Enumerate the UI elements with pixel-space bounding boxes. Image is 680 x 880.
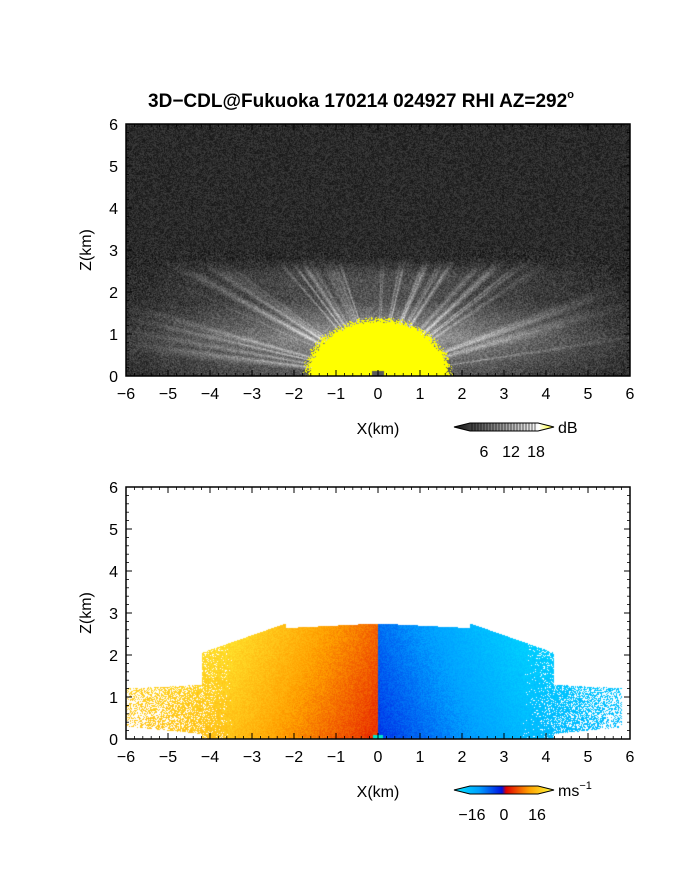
reflectivity-colorbar-tick-18: 18	[527, 444, 545, 461]
velocity-x-tick-labels: −6 −5 −4 −3 −2 −1 0 1 2 3 4 5 6	[117, 749, 635, 766]
velocity-y-axis-label: Z(km)	[78, 592, 95, 634]
x-tick-label: −2	[285, 386, 303, 403]
reflectivity-x-tick-labels: −6 −5 −4 −3 −2 −1 0 1 2 3 4 5 6	[117, 386, 635, 403]
x-tick-label: −1	[327, 386, 345, 403]
velocity-colorbar: ms−1 −16 0 16	[453, 780, 592, 824]
velocity-colorbar-unit: ms−1	[558, 780, 592, 800]
x-tick-label: 6	[626, 749, 635, 766]
x-tick-label: −5	[159, 749, 177, 766]
y-tick-label: 1	[109, 327, 118, 344]
velocity-heatmap	[126, 487, 630, 739]
x-tick-label: −3	[243, 749, 261, 766]
x-tick-label: 0	[374, 386, 383, 403]
x-tick-label: 4	[542, 386, 551, 403]
y-tick-label: 0	[109, 732, 118, 749]
x-tick-label: 3	[500, 386, 509, 403]
y-tick-label: 2	[109, 648, 118, 665]
reflectivity-colorbar-unit: dB	[558, 420, 578, 437]
velocity-ticks	[125, 486, 631, 740]
reflectivity-ticks	[125, 123, 631, 377]
chart-title: 3D−CDL@Fukuoka 170214 024927 RHI AZ=292o	[148, 89, 574, 112]
x-tick-label: −1	[327, 749, 345, 766]
x-tick-label: 3	[500, 749, 509, 766]
reflectivity-colorbar-bar	[453, 422, 555, 432]
x-tick-label: −4	[201, 749, 219, 766]
reflectivity-y-axis-label: Z(km)	[78, 229, 95, 271]
x-tick-label: 2	[458, 749, 467, 766]
x-tick-label: 1	[416, 749, 425, 766]
x-tick-label: 0	[374, 749, 383, 766]
y-tick-label: 0	[109, 369, 118, 386]
y-tick-label: 3	[109, 243, 118, 260]
y-tick-label: 4	[109, 564, 118, 581]
velocity-colorbar-tick-minus16: −16	[458, 807, 485, 824]
reflectivity-colorbar-tick-12: 12	[502, 444, 520, 461]
y-tick-label: 5	[109, 522, 118, 539]
x-tick-label: 4	[542, 749, 551, 766]
reflectivity-colorbar-tick-6: 6	[480, 444, 489, 461]
x-tick-label: −6	[117, 386, 135, 403]
y-tick-label: 4	[109, 201, 118, 218]
reflectivity-colorbar-minor-ticks	[471, 423, 536, 431]
y-tick-label: 2	[109, 285, 118, 302]
reflectivity-x-axis-label: X(km)	[357, 421, 400, 438]
x-tick-label: 6	[626, 386, 635, 403]
y-tick-label: 6	[109, 117, 118, 134]
x-tick-label: −3	[243, 386, 261, 403]
reflectivity-colorbar: dB 6 12 18	[453, 420, 578, 461]
velocity-colorbar-tick-0: 0	[500, 807, 509, 824]
velocity-x-axis-label: X(km)	[357, 784, 400, 801]
x-tick-label: −4	[201, 386, 219, 403]
velocity-colorbar-bar	[453, 785, 555, 795]
y-tick-label: 1	[109, 690, 118, 707]
x-tick-label: 1	[416, 386, 425, 403]
x-tick-label: −2	[285, 749, 303, 766]
reflectivity-heatmap	[126, 124, 630, 376]
reflectivity-y-tick-labels: 0 1 2 3 4 5 6	[109, 117, 118, 386]
y-tick-label: 6	[109, 480, 118, 497]
x-tick-label: 2	[458, 386, 467, 403]
x-tick-label: −5	[159, 386, 177, 403]
velocity-colorbar-tick-16: 16	[528, 807, 546, 824]
x-tick-label: 5	[584, 386, 593, 403]
y-tick-label: 5	[109, 159, 118, 176]
velocity-y-tick-labels: 0 1 2 3 4 5 6	[109, 480, 118, 749]
x-tick-label: 5	[584, 749, 593, 766]
x-tick-label: −6	[117, 749, 135, 766]
y-tick-label: 3	[109, 606, 118, 623]
